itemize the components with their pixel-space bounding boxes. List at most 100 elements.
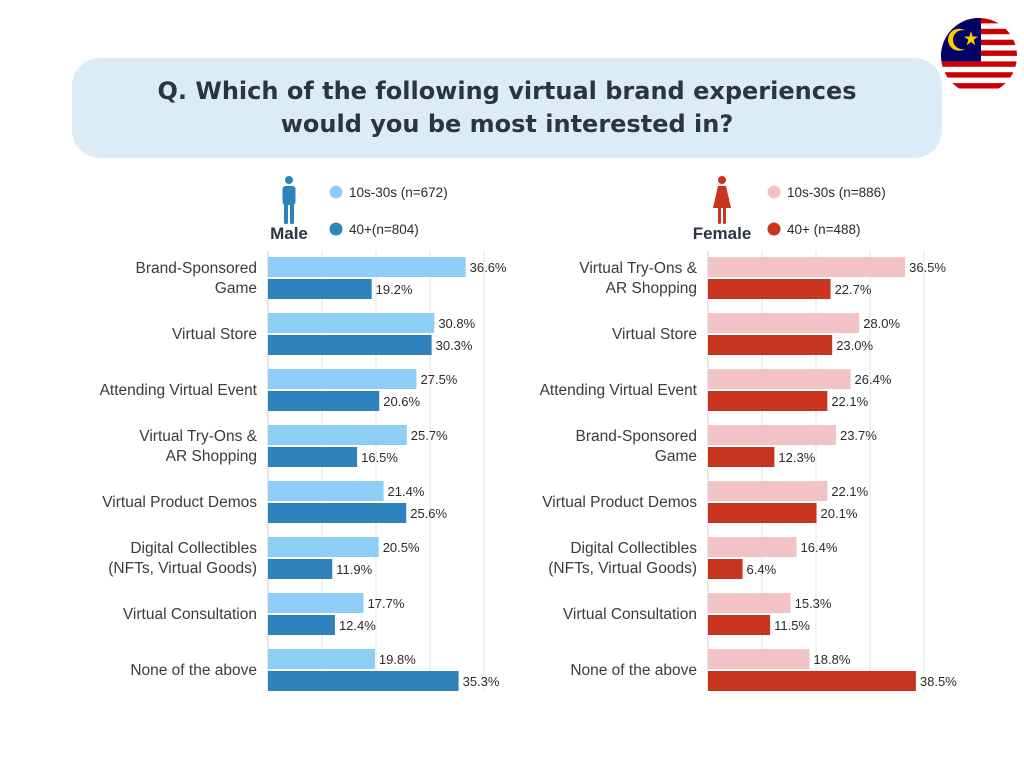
legend-label: 40+ (n=488) (787, 222, 861, 237)
legend-marker (767, 222, 781, 236)
category-label: Virtual Store (612, 326, 697, 343)
bar-value-label: 30.8% (438, 316, 475, 331)
category-label: (NFTs, Virtual Goods) (548, 560, 697, 577)
legend-marker (767, 185, 781, 199)
bar-10s-30s (268, 649, 375, 669)
bar-value-label: 27.5% (421, 372, 458, 387)
gender-label: Male (270, 224, 308, 243)
bar-10s-30s (708, 257, 906, 277)
category-label: None of the above (130, 662, 257, 679)
bar-value-label: 30.3% (436, 338, 473, 353)
bar-value-label: 19.8% (379, 652, 416, 667)
bar-value-label: 28.0% (863, 316, 900, 331)
category-label: Attending Virtual Event (100, 382, 258, 399)
bar-40-plus (708, 559, 743, 579)
bar-40-plus (268, 335, 432, 355)
bar-10s-30s (268, 593, 364, 613)
category-label: None of the above (570, 662, 697, 679)
bar-40-plus (708, 391, 828, 411)
bar-10s-30s (708, 481, 828, 501)
bar-value-label: 6.4% (747, 562, 777, 577)
question-title: Q. Which of the following virtual brand … (157, 77, 857, 138)
bar-value-label: 23.0% (836, 338, 873, 353)
bar-value-label: 11.5% (774, 618, 810, 633)
bar-value-label: 25.6% (410, 506, 447, 521)
category-label: Brand-Sponsored (136, 260, 258, 277)
bar-40-plus (708, 503, 817, 523)
bar-value-label: 23.7% (840, 428, 877, 443)
bar-value-label: 26.4% (855, 372, 892, 387)
category-label: Game (655, 448, 697, 465)
bar-10s-30s (708, 369, 851, 389)
category-label: Virtual Store (172, 326, 257, 343)
bar-value-label: 11.9% (336, 562, 372, 577)
bar-value-label: 19.2% (376, 282, 413, 297)
malaysia-flag-icon (941, 18, 1017, 94)
bar-40-plus (268, 503, 407, 523)
category-label: Virtual Product Demos (102, 494, 257, 511)
bar-value-label: 36.5% (909, 260, 946, 275)
bar-40-plus (268, 615, 335, 635)
bar-10s-30s (268, 537, 379, 557)
bar-value-label: 15.3% (795, 596, 832, 611)
bar-40-plus (708, 671, 916, 691)
category-label: Brand-Sponsored (576, 428, 698, 445)
legend-marker (329, 222, 343, 236)
male-person-icon (282, 176, 296, 224)
bar-value-label: 21.4% (388, 484, 425, 499)
bar-40-plus (708, 615, 771, 635)
bar-40-plus (268, 559, 333, 579)
bar-value-label: 25.7% (411, 428, 448, 443)
category-label: Attending Virtual Event (540, 382, 698, 399)
bar-40-plus (708, 335, 833, 355)
bar-40-plus (708, 279, 831, 299)
bar-10s-30s (708, 425, 836, 445)
bar-10s-30s (268, 369, 417, 389)
bar-10s-30s (708, 649, 810, 669)
bar-value-label: 22.7% (835, 282, 872, 297)
category-label: Virtual Consultation (563, 606, 697, 623)
category-label: AR Shopping (606, 280, 697, 297)
bar-value-label: 16.5% (361, 450, 398, 465)
bar-40-plus (268, 391, 380, 411)
female-person-icon (713, 176, 731, 224)
category-label: Game (215, 280, 257, 297)
bar-40-plus (708, 447, 775, 467)
bar-value-label: 17.7% (368, 596, 405, 611)
bar-40-plus (268, 447, 358, 467)
category-label: Virtual Product Demos (542, 494, 697, 511)
bar-value-label: 22.1% (831, 394, 868, 409)
bar-value-label: 20.5% (383, 540, 420, 555)
male-chart: 10s-30s (n=672) 40+(n=804) Male 36.6% 19.2% B… (100, 176, 507, 691)
category-label: Digital Collectibles (570, 540, 697, 557)
legend-label: 10s-30s (n=672) (349, 185, 448, 200)
bar-value-label: 20.6% (383, 394, 420, 409)
category-label: Virtual Try-Ons & (579, 260, 697, 277)
bar-value-label: 12.3% (778, 450, 815, 465)
bar-40-plus (268, 671, 459, 691)
bar-value-label: 12.4% (339, 618, 376, 633)
category-label: AR Shopping (166, 448, 257, 465)
legend-label: 40+(n=804) (349, 222, 419, 237)
legend-label: 10s-30s (n=886) (787, 185, 886, 200)
bar-value-label: 18.8% (814, 652, 851, 667)
gender-label: Female (693, 224, 752, 243)
category-label: Virtual Consultation (123, 606, 257, 623)
category-label: (NFTs, Virtual Goods) (108, 560, 257, 577)
bar-value-label: 36.6% (470, 260, 507, 275)
bar-10s-30s (268, 425, 407, 445)
bar-10s-30s (268, 481, 384, 501)
bar-40-plus (268, 279, 372, 299)
bar-value-label: 38.5% (920, 674, 957, 689)
bar-10s-30s (268, 313, 435, 333)
bar-10s-30s (268, 257, 466, 277)
bar-10s-30s (708, 593, 791, 613)
bar-value-label: 22.1% (831, 484, 868, 499)
bar-10s-30s (708, 313, 860, 333)
category-label: Virtual Try-Ons & (139, 428, 257, 445)
bar-value-label: 20.1% (821, 506, 858, 521)
female-chart: 10s-30s (n=886) 40+ (n=488) Female 36.5% 22.… (540, 176, 957, 691)
bar-value-label: 16.4% (801, 540, 838, 555)
category-label: Digital Collectibles (130, 540, 257, 557)
bar-10s-30s (708, 537, 797, 557)
